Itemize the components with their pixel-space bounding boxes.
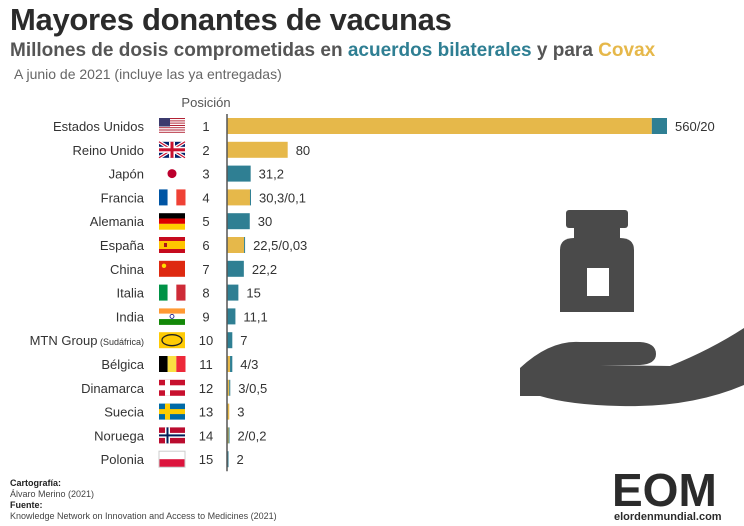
category-label: Francia [101,190,145,205]
poland-flag [158,450,186,468]
bar-bilateral [651,118,667,134]
category-label: Estados Unidos [53,119,145,134]
value-label: 2 [237,452,244,467]
legend-bilateral: acuerdos bilaterales [347,40,532,61]
us-flag [159,118,185,134]
denmark-flag [159,379,185,396]
cartography-value: Álvaro Merino (2021) [10,489,95,499]
value-label: 4/3 [240,357,258,372]
bar-covax [227,189,250,206]
chart-subtitle: Millones de dosis comprometidas en acuer… [10,40,655,62]
value-label: 11,1 [243,309,267,324]
value-label: 31,2 [259,167,284,182]
value-label: 2/0,2 [238,428,267,443]
position-label: 3 [202,167,209,182]
position-label: 11 [199,357,213,372]
category-label: India [116,309,145,324]
position-label: 10 [199,333,213,348]
subtitle-mid: y para [531,40,599,61]
bar-covax [227,356,231,372]
bar-bilateral [227,451,229,468]
position-label: 13 [199,405,213,420]
logo-sub-text: elordenmundial.com [614,511,722,523]
bar-bilateral [229,379,231,396]
bar-covax [227,118,652,134]
china-flag [159,260,185,277]
bar-bilateral [227,213,250,230]
vaccine-hand-icon [520,210,744,407]
subtitle-prefix: Millones de dosis comprometidas en [10,40,348,61]
footer: Cartografía: Álvaro Merino (2021) Fuente… [10,478,277,522]
position-label: 6 [202,238,209,253]
bar-bilateral [249,189,251,206]
bar-covax [227,237,245,253]
category-label: Noruega [94,428,145,443]
category-label: Bélgica [101,357,144,372]
chart-title: Mayores donantes de vacunas [10,2,452,37]
bar-bilateral [227,332,233,349]
category-label: Polonia [101,452,145,467]
chart-note: A junio de 2021 (incluye las ya entregad… [14,66,282,82]
bar-bilateral [227,260,244,277]
uk-flag [158,140,186,160]
bar-covax [227,379,230,396]
mtn-logo [159,332,185,349]
bar-bilateral [228,427,230,444]
value-label: 3/0,5 [238,381,267,396]
category-label: Italia [117,286,145,301]
value-label: 7 [240,333,247,348]
category-label: Reino Unido [72,143,144,158]
bar-covax [227,403,230,420]
bar-covax [227,141,288,158]
position-header: Posición [181,95,230,110]
germany-flag [159,213,185,230]
value-label: 22,5/0,03 [253,238,307,253]
value-label: 15 [246,286,260,301]
italy-flag [159,284,186,301]
value-label: 80 [296,143,310,158]
value-label: 30,3/0,1 [259,190,306,205]
position-label: 4 [202,190,209,205]
position-label: 9 [202,309,209,324]
france-flag [159,189,186,206]
eom-logo: EOM elordenmundial.com [612,464,722,523]
category-label: España [100,238,145,253]
logo-main-text: EOM [612,464,717,516]
source-label: Fuente: [10,500,43,510]
norway-flag [159,427,185,444]
value-label: 560/20 [675,119,715,134]
bar-bilateral [227,284,239,301]
position-label: 2 [202,143,209,158]
position-label: 5 [202,214,209,229]
value-label: 3 [237,405,244,420]
bar-bilateral [244,237,246,253]
japan-flag [159,165,185,182]
bar-bilateral [230,356,233,372]
category-label: China [110,262,145,277]
sweden-flag [159,403,185,420]
position-label: 14 [199,428,213,443]
source-value: Knowledge Network on Innovation and Acce… [10,511,277,521]
category-label: Alemania [90,214,145,229]
bar-bilateral [227,165,251,182]
value-label: 22,2 [252,262,277,277]
position-label: 12 [199,381,213,396]
legend-covax: Covax [598,40,656,61]
bar-covax [227,427,229,444]
belgium-flag [159,356,186,372]
category-label: MTN Group (Sudáfrica) [30,333,144,348]
india-flag [159,308,185,325]
position-label: 15 [199,452,213,467]
spain-flag [159,237,185,253]
category-label: Dinamarca [81,381,145,396]
position-label: 7 [202,262,209,277]
bar-bilateral [227,308,236,325]
category-label: Suecia [104,405,145,420]
category-label: Japón [109,167,144,182]
position-label: 8 [202,286,209,301]
cartography-label: Cartografía: [10,478,62,488]
value-label: 30 [258,214,272,229]
position-label: 1 [202,119,209,134]
